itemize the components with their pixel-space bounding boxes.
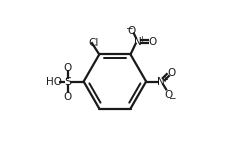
Text: O: O xyxy=(128,26,136,36)
Text: O: O xyxy=(63,63,72,73)
Text: Cl: Cl xyxy=(89,38,99,48)
Text: −: − xyxy=(168,93,176,102)
Text: HO: HO xyxy=(46,77,62,88)
Text: S: S xyxy=(64,77,71,88)
Text: O: O xyxy=(164,89,173,99)
Text: −: − xyxy=(125,23,132,32)
Text: O: O xyxy=(63,92,72,102)
Text: O: O xyxy=(148,37,157,47)
Text: N: N xyxy=(157,77,165,88)
Text: +: + xyxy=(161,75,168,84)
Text: N: N xyxy=(134,37,142,47)
Text: O: O xyxy=(167,68,176,78)
Text: +: + xyxy=(138,35,145,44)
